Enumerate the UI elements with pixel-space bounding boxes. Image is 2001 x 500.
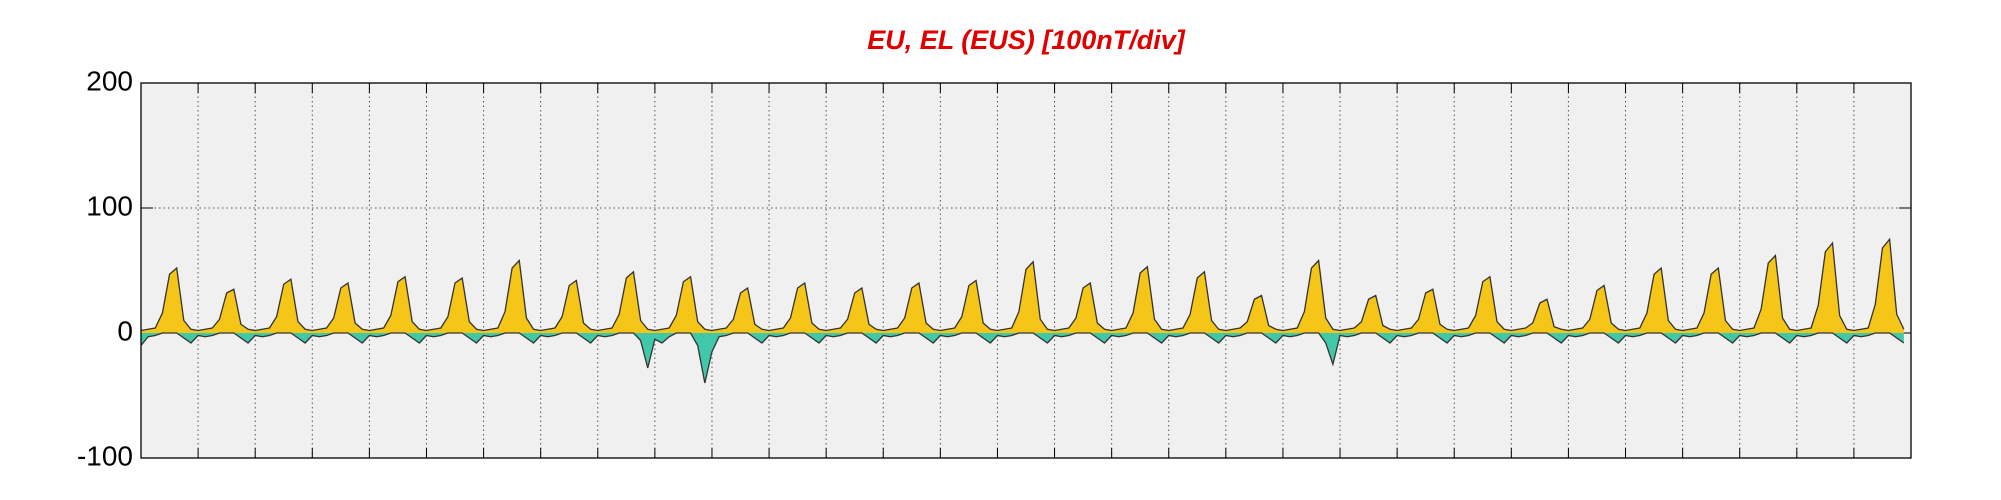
y-tick-label: 100 <box>86 190 133 221</box>
plot-frame <box>140 82 1912 459</box>
line <box>140 237 1905 332</box>
y-tick-label: 200 <box>86 65 133 96</box>
area <box>141 333 1904 383</box>
chart-title: EU, EL (EUS) [100nT/div] <box>867 25 1186 55</box>
y-tick-label: 0 <box>117 315 133 346</box>
y-tick-label: -100 <box>77 440 133 471</box>
line <box>140 332 1905 384</box>
